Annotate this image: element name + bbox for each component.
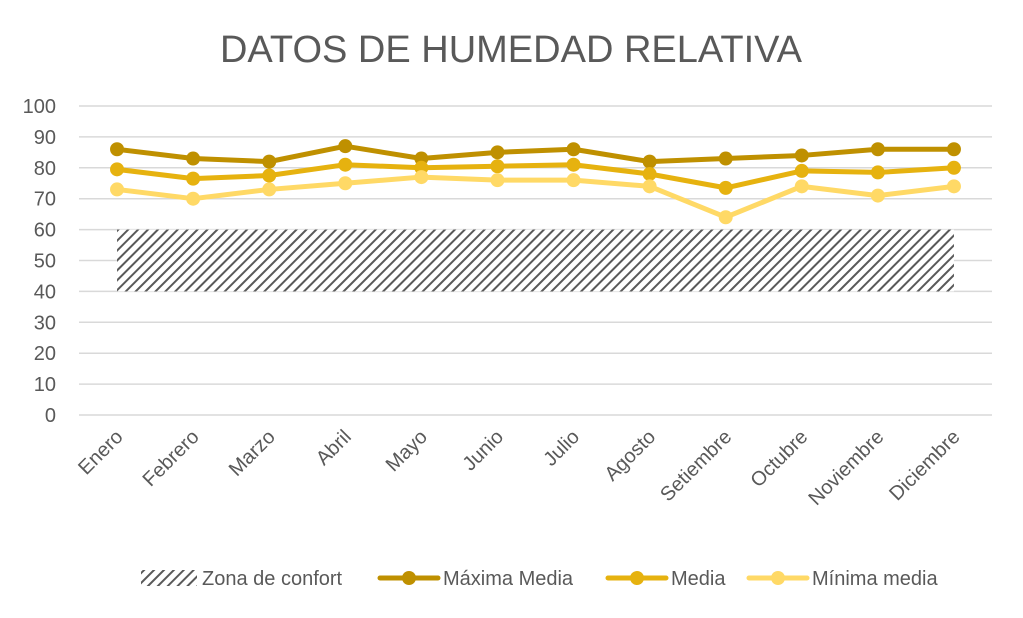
series-lines xyxy=(110,139,961,225)
y-tick-label: 0 xyxy=(45,405,56,427)
x-tick-label: Abril xyxy=(312,426,356,470)
series-line xyxy=(114,174,957,220)
y-tick-label: 60 xyxy=(34,220,56,242)
data-point xyxy=(642,166,657,181)
data-point xyxy=(566,157,581,172)
y-tick-label: 20 xyxy=(34,343,56,365)
series-line xyxy=(114,143,957,165)
data-point xyxy=(794,179,809,194)
data-point xyxy=(718,210,733,225)
data-point xyxy=(186,191,201,206)
data-point xyxy=(490,173,505,188)
x-tick-label: Julio xyxy=(539,426,584,471)
legend-marker xyxy=(630,571,644,585)
legend-item-minima-media: Mínima media xyxy=(746,568,938,590)
x-tick-label: Agosto xyxy=(601,426,661,486)
x-tick-label: Octubre xyxy=(746,426,812,492)
data-point xyxy=(186,171,201,186)
data-point xyxy=(110,142,125,157)
y-tick-label: 100 xyxy=(23,96,56,118)
data-point xyxy=(490,145,505,160)
data-point xyxy=(110,182,125,197)
legend-label: Máxima Media xyxy=(443,568,574,590)
legend-swatch xyxy=(141,570,197,586)
data-point xyxy=(262,154,277,169)
series-maxima-media xyxy=(110,139,961,169)
data-point xyxy=(794,163,809,178)
legend-item-media: Media xyxy=(605,568,726,590)
comfort-zone-area xyxy=(117,229,954,292)
y-tick-label: 80 xyxy=(34,158,56,180)
y-tick-label: 90 xyxy=(34,127,56,149)
data-point xyxy=(870,142,885,157)
data-point xyxy=(718,180,733,195)
data-point xyxy=(186,151,201,166)
y-tick-label: 10 xyxy=(34,374,56,396)
x-tick-label: Mayo xyxy=(382,426,432,476)
y-tick-label: 30 xyxy=(34,312,56,334)
data-point xyxy=(794,148,809,163)
data-point xyxy=(414,170,429,185)
y-tick-label: 70 xyxy=(34,189,56,211)
legend-label: Media xyxy=(671,568,726,590)
x-tick-label: Febrero xyxy=(139,426,204,491)
y-axis-ticks: 0 10 20 30 40 50 60 70 80 90 100 xyxy=(23,96,56,427)
y-tick-label: 50 xyxy=(34,251,56,273)
legend-marker xyxy=(771,571,785,585)
legend-marker xyxy=(402,571,416,585)
data-point xyxy=(642,154,657,169)
data-point xyxy=(262,182,277,197)
data-point xyxy=(870,165,885,180)
x-tick-label: Junio xyxy=(459,426,508,475)
data-point xyxy=(946,160,961,175)
series-line xyxy=(114,162,957,191)
legend-item-maxima-media: Máxima Media xyxy=(377,568,574,590)
data-point xyxy=(338,157,353,172)
chart-title: DATOS DE HUMEDAD RELATIVA xyxy=(220,29,803,71)
data-point xyxy=(262,168,277,183)
comfort-zone-band xyxy=(117,229,954,292)
x-tick-label: Diciembre xyxy=(885,426,964,505)
x-axis-ticks: Enero Febrero Marzo Abril Mayo Junio Julio Agos… xyxy=(74,426,964,510)
data-point xyxy=(642,179,657,194)
legend-label: Zona de confort xyxy=(202,568,343,590)
series-minima-media xyxy=(110,170,961,225)
x-tick-label: Enero xyxy=(74,426,127,479)
x-tick-label: Marzo xyxy=(225,426,280,481)
legend-item-zona-de-confort: Zona de confort xyxy=(141,568,343,590)
data-point xyxy=(566,173,581,188)
data-point xyxy=(946,142,961,157)
data-point xyxy=(946,179,961,194)
legend: Zona de confort Máxima Media Media Mínima m… xyxy=(141,568,938,590)
x-tick-label: Setiembre xyxy=(656,426,736,506)
data-point xyxy=(566,142,581,157)
legend-label: Mínima media xyxy=(812,568,938,590)
data-point xyxy=(718,151,733,166)
data-point xyxy=(338,139,353,154)
data-point xyxy=(338,176,353,191)
data-point xyxy=(870,188,885,203)
y-tick-label: 40 xyxy=(34,281,56,303)
x-tick-label: Noviembre xyxy=(804,426,888,510)
data-point xyxy=(490,159,505,174)
data-point xyxy=(110,162,125,177)
